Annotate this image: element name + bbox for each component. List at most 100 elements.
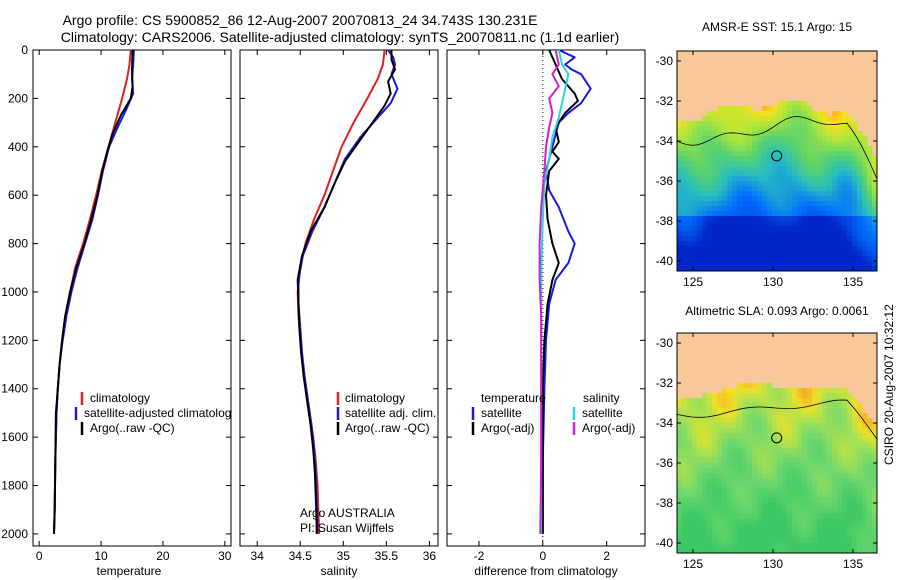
sst-map-frame (676, 50, 878, 272)
y-tick-label: 1200 (1, 333, 28, 347)
heatmap-cell (727, 513, 733, 519)
heatmap-cell (822, 201, 828, 207)
heatmap-cell (852, 166, 858, 172)
heatmap-cell (782, 121, 788, 127)
heatmap-cell (692, 453, 698, 459)
heatmap-cell (797, 443, 803, 449)
heatmap-cell (867, 191, 873, 197)
heatmap-cell (762, 438, 768, 444)
heatmap-cell (767, 266, 773, 271)
heatmap-cell (682, 256, 688, 262)
heatmap-cell (807, 473, 813, 479)
heatmap-cell (797, 186, 803, 192)
heatmap-cell (692, 256, 698, 262)
heatmap-cell (827, 453, 833, 459)
heatmap-cell (842, 413, 848, 419)
heatmap-cell (747, 231, 753, 237)
heatmap-cell (757, 166, 763, 172)
heatmap-cell (822, 211, 828, 217)
heatmap-cell (777, 458, 783, 464)
heatmap-cell (847, 498, 853, 504)
heatmap-cell (792, 231, 798, 237)
heatmap-cell (707, 493, 713, 499)
heatmap-cell (787, 201, 793, 207)
heatmap-cell (807, 408, 813, 414)
heatmap-cell (682, 418, 688, 424)
heatmap-cell (802, 176, 808, 182)
heatmap-cell (852, 256, 858, 262)
heatmap-cell (767, 518, 773, 524)
heatmap-cell (752, 216, 758, 222)
y-tick-label: 1800 (1, 479, 28, 493)
heatmap-cell (852, 488, 858, 494)
heatmap-cell (792, 528, 798, 534)
heatmap-cell (727, 488, 733, 494)
heatmap-cell (752, 493, 758, 499)
heatmap-cell (752, 463, 758, 469)
heatmap-cell (862, 508, 868, 514)
heatmap-cell (692, 443, 698, 449)
heatmap-cell (817, 488, 823, 494)
heatmap-cell (767, 221, 773, 227)
heatmap-cell (682, 478, 688, 484)
heatmap-cell (827, 131, 833, 137)
heatmap-cell (797, 503, 803, 509)
heatmap-cell (822, 498, 828, 504)
heatmap-cell (677, 141, 683, 147)
heatmap-cell (822, 151, 828, 157)
heatmap-cell (702, 413, 708, 419)
heatmap-cell (732, 538, 738, 544)
heatmap-cell (742, 503, 748, 509)
heatmap-cell (797, 538, 803, 544)
heatmap-cell (827, 251, 833, 257)
heatmap-cell (802, 131, 808, 137)
heatmap-cell (692, 126, 698, 132)
heatmap-cell (707, 146, 713, 152)
heatmap-cell (677, 166, 683, 172)
heatmap-cell (777, 206, 783, 212)
heatmap-cell (712, 261, 718, 267)
heatmap-cell (812, 463, 818, 469)
heatmap-cell (722, 443, 728, 449)
heatmap-cell (752, 458, 758, 464)
heatmap-cell (687, 221, 693, 227)
temperature-legend: climatology satellite-adjusted climatolo… (74, 391, 237, 435)
heatmap-cell (827, 473, 833, 479)
heatmap-cell (707, 161, 713, 167)
heatmap-cell (787, 488, 793, 494)
heatmap-cell (822, 493, 828, 499)
heatmap-cell (867, 503, 873, 509)
heatmap-cell (762, 498, 768, 504)
heatmap-cell (707, 513, 713, 519)
heatmap-cell (692, 176, 698, 182)
heatmap-cell (722, 176, 728, 182)
heatmap-cell (727, 458, 733, 464)
heatmap-cell (712, 226, 718, 232)
heatmap-cell (857, 403, 863, 409)
heatmap-cell (742, 423, 748, 429)
heatmap-cell (827, 216, 833, 222)
heatmap-cell (792, 191, 798, 197)
heatmap-cell (787, 176, 793, 182)
heatmap-cell (762, 443, 768, 449)
heatmap-cell (752, 503, 758, 509)
heatmap-cell (777, 251, 783, 257)
heatmap-cell (867, 231, 873, 237)
salinity-panel: 34 34.5 35 35.5 36 salinity climatology sate… (239, 49, 439, 578)
heatmap-cell (797, 211, 803, 217)
heatmap-cell (847, 121, 853, 127)
heatmap-cell (812, 231, 818, 237)
heatmap-cell (722, 543, 728, 549)
heatmap-cell (837, 216, 843, 222)
heatmap-cell (832, 433, 838, 439)
heatmap-cell (752, 488, 758, 494)
heatmap-cell (832, 211, 838, 217)
heatmap-cell (752, 483, 758, 489)
legend-label-satellite: satellite-adjusted climatology (84, 406, 237, 420)
heatmap-cell (787, 136, 793, 142)
heatmap-cell (817, 468, 823, 474)
heatmap-cell (697, 266, 703, 271)
heatmap-cell (747, 161, 753, 167)
heatmap-cell (737, 448, 743, 454)
heatmap-cell (817, 548, 823, 553)
